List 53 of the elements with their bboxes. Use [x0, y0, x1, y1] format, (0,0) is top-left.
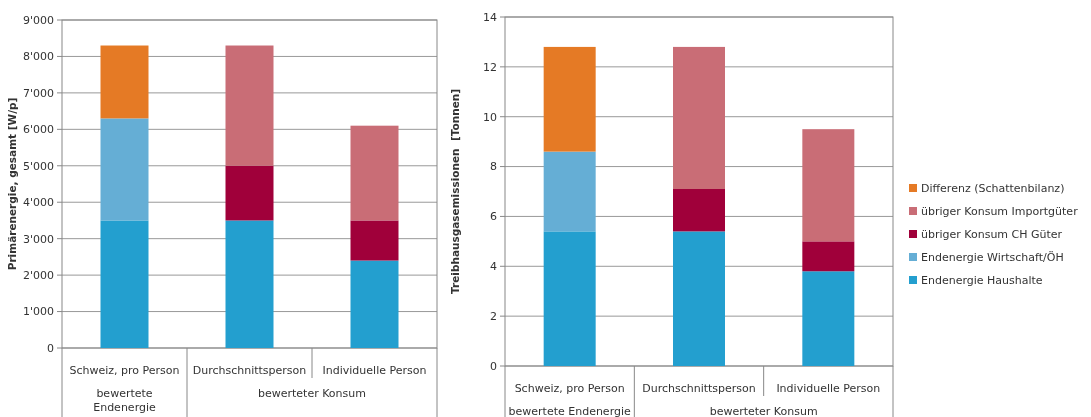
y-tick-label: 0: [47, 341, 54, 355]
bar: [225, 220, 274, 348]
bar: [350, 125, 399, 221]
y-tick-label: 6: [490, 210, 497, 224]
y-tick-label: 7'000: [22, 86, 54, 100]
bar: [350, 260, 399, 348]
x-tick-label: Individuelle Person: [322, 363, 427, 377]
x-tick-label: Schweiz, pro Person: [514, 381, 625, 395]
y-tick-label: 1'000: [22, 305, 54, 319]
bar: [543, 231, 596, 366]
y-tick-label: 8'000: [22, 50, 54, 64]
text: bewertete Endenergie: [93, 386, 157, 415]
y-tick-label: 2: [490, 309, 497, 323]
bar: [100, 45, 149, 119]
bar: [802, 129, 855, 242]
y-tick-label: 4: [490, 260, 497, 274]
x-tick-label: Durchschnittsperson: [192, 363, 307, 377]
x-tick-label: Individuelle Person: [776, 381, 881, 395]
y-tick-label: 6'000: [22, 123, 54, 137]
y-tick-label: 4'000: [22, 196, 54, 210]
bar: [673, 231, 725, 366]
y-tick-label: 8: [490, 160, 497, 174]
y-tick-label: 9'000: [22, 13, 54, 27]
bar: [225, 165, 274, 221]
legend-label: übriger Konsum CH Güter: [921, 228, 1063, 241]
text: bewertete Endenergie: [508, 404, 632, 417]
y-tick-label: 10: [483, 110, 497, 124]
bar: [802, 271, 855, 366]
bar: [543, 46, 596, 152]
y-axis-title: Primärenergie, gesamt [W/p]: [6, 97, 18, 271]
y-tick-label: 2'000: [22, 268, 54, 282]
y-tick-label: 5'000: [22, 159, 54, 173]
bar: [100, 220, 149, 348]
bar: [673, 46, 725, 190]
y-tick-label: 14: [483, 10, 497, 24]
text: bewerteter Konsum: [257, 386, 367, 400]
bar: [543, 151, 596, 232]
legend-label: Differenz (Schattenbilanz): [921, 182, 1065, 195]
legend-label: Endenergie Wirtschaft/ÖH: [921, 251, 1064, 264]
legend-label: Endenergie Haushalte: [921, 274, 1043, 287]
bar: [225, 45, 274, 166]
y-axis-title: Treibhausgasemissionen [Tonnen]: [449, 88, 461, 295]
x-tick-label: Schweiz, pro Person: [69, 363, 180, 377]
x-tick-label: Durchschnittsperson: [642, 381, 756, 395]
y-tick-label: 3'000: [22, 232, 54, 246]
y-tick-label: 12: [483, 60, 497, 74]
text: bewerteter Konsum: [709, 404, 818, 417]
bar: [673, 189, 725, 232]
legend-label: übriger Konsum Importgüter: [921, 205, 1079, 218]
bar: [802, 241, 855, 272]
y-tick-label: 0: [490, 359, 497, 373]
bar: [100, 118, 149, 221]
bar: [350, 220, 399, 261]
